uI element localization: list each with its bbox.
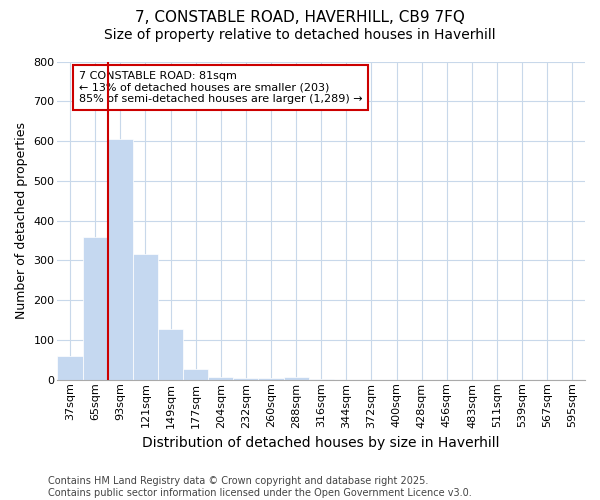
Y-axis label: Number of detached properties: Number of detached properties — [15, 122, 28, 319]
Text: 7, CONSTABLE ROAD, HAVERHILL, CB9 7FQ: 7, CONSTABLE ROAD, HAVERHILL, CB9 7FQ — [135, 10, 465, 25]
Bar — [108, 139, 133, 380]
Text: 7 CONSTABLE ROAD: 81sqm
← 13% of detached houses are smaller (203)
85% of semi-d: 7 CONSTABLE ROAD: 81sqm ← 13% of detache… — [79, 71, 362, 104]
Bar — [259, 378, 284, 380]
Bar — [83, 236, 108, 380]
Bar — [183, 368, 208, 380]
Bar — [158, 329, 183, 380]
Bar — [308, 378, 334, 380]
Bar — [233, 378, 259, 380]
Bar — [133, 254, 158, 380]
Text: Contains HM Land Registry data © Crown copyright and database right 2025.
Contai: Contains HM Land Registry data © Crown c… — [48, 476, 472, 498]
Bar — [58, 356, 83, 380]
Bar — [208, 376, 233, 380]
X-axis label: Distribution of detached houses by size in Haverhill: Distribution of detached houses by size … — [142, 436, 500, 450]
Text: Size of property relative to detached houses in Haverhill: Size of property relative to detached ho… — [104, 28, 496, 42]
Bar — [284, 376, 308, 380]
